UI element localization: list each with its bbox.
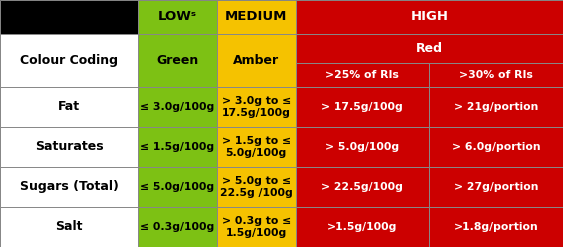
Bar: [429, 167, 563, 207]
Text: Fat: Fat: [58, 101, 80, 113]
Text: > 1.5g to ≤
5.0g/100g: > 1.5g to ≤ 5.0g/100g: [222, 136, 291, 158]
Text: > 5.0g to ≤
22.5g /100g: > 5.0g to ≤ 22.5g /100g: [220, 176, 293, 198]
Bar: [296, 34, 563, 63]
Bar: [296, 127, 429, 167]
Text: > 6.0g/portion: > 6.0g/portion: [452, 142, 540, 152]
Bar: [429, 87, 563, 127]
Text: ≤ 1.5g/100g: ≤ 1.5g/100g: [140, 142, 215, 152]
Text: >25% of RIs: >25% of RIs: [325, 70, 399, 80]
Bar: [217, 167, 296, 207]
Text: >1.8g/portion: >1.8g/portion: [454, 222, 538, 232]
Bar: [296, 63, 429, 87]
Text: > 3.0g to ≤
17.5g/100g: > 3.0g to ≤ 17.5g/100g: [221, 96, 291, 118]
Bar: [217, 127, 296, 167]
Text: > 22.5g/100g: > 22.5g/100g: [321, 182, 403, 192]
Bar: [0, 34, 138, 87]
Text: Salt: Salt: [55, 221, 83, 233]
Bar: [0, 0, 138, 34]
Text: Green: Green: [156, 54, 199, 67]
Text: > 5.0g/100g: > 5.0g/100g: [325, 142, 399, 152]
Bar: [138, 87, 217, 127]
Bar: [0, 167, 138, 207]
Text: Red: Red: [416, 42, 443, 55]
Text: > 27g/portion: > 27g/portion: [454, 182, 538, 192]
Text: Amber: Amber: [233, 54, 279, 67]
Text: Sugars (Total): Sugars (Total): [20, 181, 118, 193]
Text: ≤ 3.0g/100g: ≤ 3.0g/100g: [140, 102, 215, 112]
Text: >1.5g/100g: >1.5g/100g: [327, 222, 397, 232]
Text: Saturates: Saturates: [35, 141, 103, 153]
Text: ≤ 5.0g/100g: ≤ 5.0g/100g: [140, 182, 215, 192]
Bar: [296, 87, 429, 127]
Text: ≤ 0.3g/100g: ≤ 0.3g/100g: [140, 222, 215, 232]
Bar: [0, 207, 138, 247]
Text: HIGH: HIGH: [410, 10, 448, 23]
Bar: [217, 207, 296, 247]
Text: >30% of RIs: >30% of RIs: [459, 70, 533, 80]
Text: MEDIUM: MEDIUM: [225, 10, 287, 23]
Bar: [0, 127, 138, 167]
Text: > 21g/portion: > 21g/portion: [454, 102, 538, 112]
Text: LOWˢ: LOWˢ: [158, 10, 197, 23]
Bar: [429, 63, 563, 87]
Bar: [429, 207, 563, 247]
Bar: [138, 207, 217, 247]
Bar: [217, 34, 296, 87]
Bar: [0, 87, 138, 127]
Bar: [429, 127, 563, 167]
Bar: [138, 127, 217, 167]
Bar: [217, 0, 296, 34]
Bar: [138, 34, 217, 87]
Bar: [296, 207, 429, 247]
Bar: [138, 167, 217, 207]
Bar: [296, 0, 563, 34]
Text: > 0.3g to ≤
1.5g/100g: > 0.3g to ≤ 1.5g/100g: [221, 216, 291, 238]
Text: Colour Coding: Colour Coding: [20, 54, 118, 67]
Text: > 17.5g/100g: > 17.5g/100g: [321, 102, 403, 112]
Bar: [138, 0, 217, 34]
Bar: [296, 167, 429, 207]
Bar: [217, 87, 296, 127]
